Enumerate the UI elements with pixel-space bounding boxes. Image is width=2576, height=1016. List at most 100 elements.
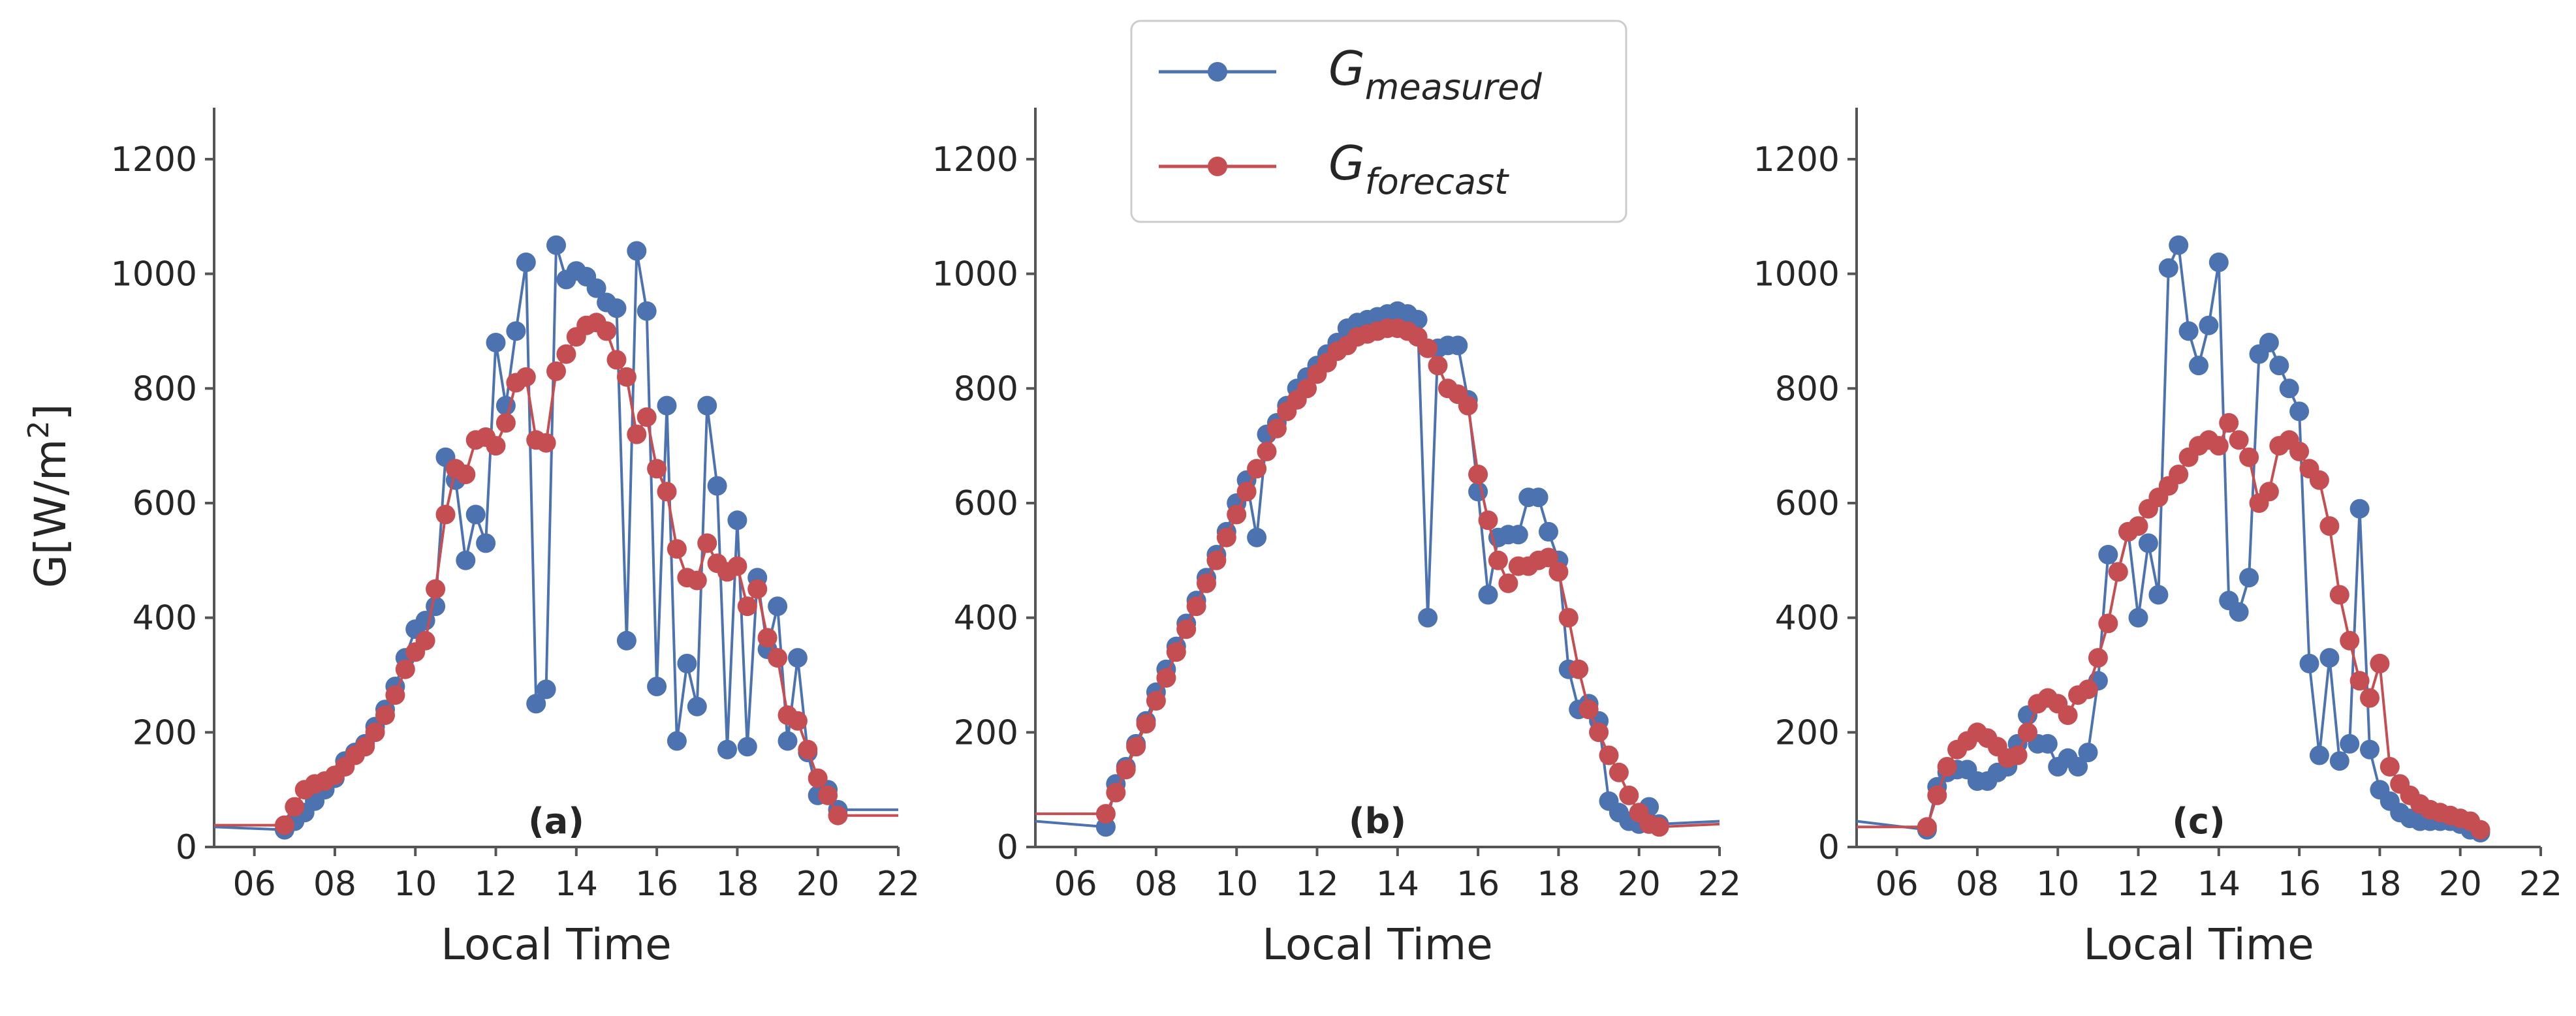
point-measured: [727, 510, 747, 531]
point-forecast: [1126, 737, 1146, 757]
point-forecast: [2309, 470, 2329, 490]
y-tick-label: 200: [1775, 713, 1840, 752]
y-tick-label: 1000: [111, 255, 197, 294]
x-tick-label: 18: [2358, 865, 2401, 904]
y-tick-label: 600: [954, 484, 1018, 523]
point-measured: [2138, 533, 2158, 553]
point-forecast: [1579, 700, 1599, 720]
x-tick-label: 10: [1215, 865, 1258, 904]
y-tick-label: 400: [133, 599, 197, 638]
point-forecast: [697, 533, 717, 553]
point-forecast: [1558, 608, 1579, 628]
point-measured: [2098, 545, 2118, 564]
point-measured: [2329, 751, 2349, 771]
point-forecast: [2289, 441, 2310, 461]
point-measured: [2189, 356, 2208, 376]
point-measured: [787, 648, 808, 668]
point-measured: [2199, 315, 2219, 335]
point-forecast: [1478, 510, 1498, 531]
point-forecast: [2470, 820, 2490, 840]
legend-measured-marker: [1208, 62, 1227, 82]
point-forecast: [2329, 585, 2349, 605]
x-tick-label: 20: [2439, 865, 2482, 904]
point-measured: [2208, 253, 2229, 272]
x-axis-title: Local Time: [2083, 919, 2314, 970]
x-tick-label: 08: [1956, 865, 1999, 904]
x-tick-label: 12: [1295, 865, 1338, 904]
point-forecast: [1458, 395, 1478, 416]
point-forecast: [1619, 785, 1639, 805]
point-forecast: [2239, 447, 2259, 467]
point-forecast: [757, 628, 778, 648]
point-measured: [1528, 487, 1548, 508]
point-forecast: [1569, 659, 1589, 679]
x-tick-label: 22: [2519, 865, 2562, 904]
point-forecast: [1176, 619, 1197, 639]
point-measured: [456, 550, 476, 570]
point-forecast: [818, 785, 838, 805]
point-measured: [606, 298, 627, 318]
point-measured: [2259, 333, 2279, 352]
y-tick-label: 1000: [932, 255, 1018, 294]
x-tick-label: 14: [555, 865, 598, 904]
point-measured: [737, 737, 757, 757]
point-measured: [768, 596, 788, 617]
point-measured: [1478, 585, 1498, 605]
point-forecast: [2219, 413, 2239, 433]
point-forecast: [647, 459, 667, 479]
point-measured: [636, 301, 657, 321]
y-tick-label: 1000: [1753, 255, 1840, 294]
point-measured: [546, 235, 566, 255]
point-forecast: [1539, 547, 1558, 568]
point-forecast: [1418, 338, 1438, 358]
point-measured: [2158, 258, 2178, 278]
point-measured: [2169, 235, 2189, 255]
point-measured: [426, 596, 446, 617]
x-tick-label: 16: [2278, 865, 2321, 904]
point-measured: [516, 253, 536, 272]
point-measured: [2319, 648, 2340, 668]
point-forecast: [1227, 504, 1247, 525]
point-forecast: [2108, 562, 2128, 582]
point-forecast: [385, 685, 405, 705]
point-forecast: [747, 579, 768, 599]
point-forecast: [808, 768, 828, 788]
point-forecast: [536, 433, 556, 453]
point-forecast: [2088, 648, 2108, 668]
y-tick-label: 600: [133, 484, 197, 523]
point-forecast: [2319, 516, 2340, 536]
point-forecast: [1599, 745, 1619, 765]
panel-b: 0 200 400 600 800 1000 1200 06 08 10 12 14 16 18 20 22 L…: [932, 108, 1741, 970]
point-measured: [778, 731, 798, 751]
point-forecast: [1428, 356, 1448, 376]
point-forecast: [556, 344, 576, 364]
point-forecast: [516, 367, 536, 387]
point-forecast: [636, 407, 657, 427]
point-forecast: [355, 737, 375, 757]
y-tick-label: 800: [1775, 369, 1840, 408]
panel-label: (b): [1349, 801, 1406, 842]
point-forecast: [2370, 653, 2390, 673]
point-measured: [526, 694, 546, 714]
x-tick-label: 08: [1135, 865, 1178, 904]
point-forecast: [1146, 691, 1166, 711]
point-forecast: [426, 579, 446, 599]
point-measured: [1508, 525, 1528, 545]
point-forecast: [828, 805, 848, 825]
point-forecast: [1197, 573, 1216, 593]
point-forecast: [486, 436, 506, 456]
point-forecast: [546, 361, 566, 381]
x-tick-label: 12: [2116, 865, 2160, 904]
point-forecast: [2208, 436, 2229, 456]
point-measured: [2078, 743, 2098, 763]
point-measured: [1418, 608, 1438, 628]
point-measured: [1448, 335, 1468, 356]
point-forecast: [768, 648, 788, 668]
point-measured: [2128, 608, 2148, 628]
point-measured: [677, 653, 697, 673]
y-tick-label: 800: [954, 369, 1018, 408]
panel-a: 0 200 400 600 800 1000 1200 06 08 10 12 14 16 18 20 22 L…: [111, 108, 920, 970]
y-axis-title: G[W/m2]: [22, 404, 76, 588]
x-tick-label: 16: [1456, 865, 1500, 904]
